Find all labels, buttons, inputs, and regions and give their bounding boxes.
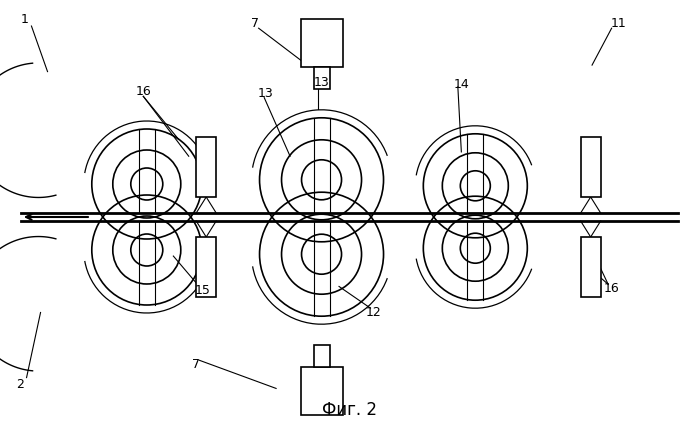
Bar	[581, 137, 600, 197]
Bar	[196, 237, 216, 297]
Text: Фиг. 2: Фиг. 2	[322, 401, 377, 419]
Text: 15: 15	[195, 284, 210, 297]
Text: 1: 1	[20, 13, 29, 26]
Text: 13: 13	[314, 76, 329, 89]
Bar	[301, 367, 343, 414]
Text: 13: 13	[258, 87, 273, 100]
Text: 14: 14	[454, 78, 469, 91]
Bar	[581, 237, 600, 297]
Text: 11: 11	[611, 17, 626, 30]
Text: 12: 12	[366, 306, 382, 319]
Text: 16: 16	[136, 85, 151, 98]
Bar	[314, 67, 329, 89]
Text: 7: 7	[192, 358, 200, 371]
Bar	[314, 345, 329, 367]
Bar	[196, 137, 216, 197]
Text: 2: 2	[15, 378, 24, 391]
Text: 7: 7	[251, 17, 259, 30]
Bar	[301, 20, 343, 67]
Text: 16: 16	[604, 282, 619, 295]
